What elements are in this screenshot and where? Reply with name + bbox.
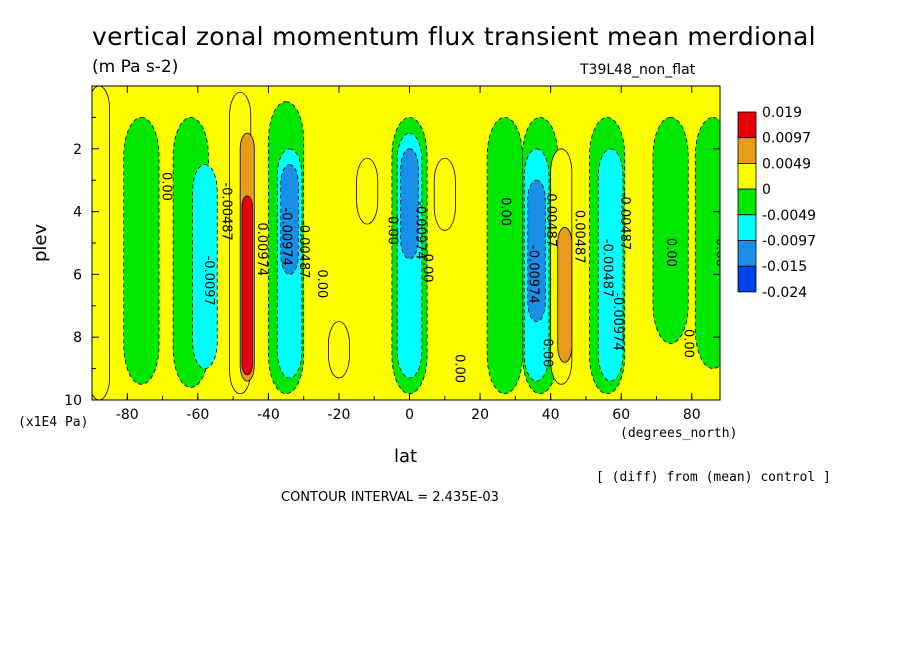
y-tick-label: 10 <box>64 393 82 409</box>
contour-label: -0.00487 <box>543 189 558 247</box>
contour-band <box>597 148 624 382</box>
contour-band <box>694 117 720 369</box>
contour-label: -0.0097 <box>201 256 216 306</box>
contour-band <box>400 148 419 260</box>
y-axis-unit: (x1E4 Pa) <box>18 415 89 430</box>
contour-label: -0.00974 <box>279 207 294 265</box>
contour-label: 0.00 <box>451 354 466 383</box>
legend-label: -0.0097 <box>762 234 816 250</box>
legend-label: 0.0049 <box>762 156 811 172</box>
legend-label: -0.0049 <box>762 208 816 224</box>
x-tick-label: -60 <box>186 407 209 423</box>
contour-interval: CONTOUR INTERVAL = 2.435E-03 <box>281 490 499 505</box>
x-tick-label: 40 <box>542 407 560 423</box>
contour-band <box>241 195 253 376</box>
contour-label: 0.00 <box>314 269 329 298</box>
contour-band <box>557 226 573 363</box>
contour-label: 0.00 <box>159 172 174 201</box>
legend-swatch <box>737 137 757 164</box>
x-tick-label: -80 <box>116 407 139 423</box>
legend-swatch <box>737 214 757 241</box>
legend-label: 0.0097 <box>762 131 811 147</box>
y-tick-label: 8 <box>73 330 82 346</box>
contour-label: -0.00974 <box>610 292 625 350</box>
x-tick-label: 80 <box>683 407 701 423</box>
x-tick-label: -40 <box>257 407 280 423</box>
y-tick-label: 6 <box>73 267 82 283</box>
x-tick-label: 20 <box>471 407 489 423</box>
contour-label: 0.00487 <box>571 210 586 264</box>
contour-label: -0.00487 <box>219 182 234 240</box>
x-axis-unit: (degrees_north) <box>620 426 738 441</box>
contour-label: 0.00 <box>663 238 678 267</box>
contour-band <box>433 157 456 231</box>
legend-swatch <box>737 188 757 216</box>
x-tick-label: 60 <box>612 407 630 423</box>
contour-label: 0.00 <box>420 254 435 283</box>
contour-label: 0.00974 <box>254 222 269 276</box>
legend-label: -0.015 <box>762 259 807 275</box>
legend-label: -0.024 <box>762 285 807 301</box>
legend-label: 0 <box>762 182 771 198</box>
chart-units: (m Pa s-2) <box>92 57 179 77</box>
contour-band <box>527 179 546 322</box>
legend-label: 0.019 <box>762 105 802 121</box>
contour-label: -0.00487 <box>617 192 632 250</box>
contour-band <box>92 86 111 400</box>
legend-swatch <box>737 240 757 267</box>
contour-label: -0.00487 <box>296 220 311 278</box>
contour-label: -0.00487 <box>600 239 615 297</box>
contour-band <box>652 117 689 344</box>
x-axis-label: lat <box>394 446 418 467</box>
chart-title: vertical zonal momentum flux transient m… <box>92 22 816 51</box>
y-tick-label: 4 <box>73 205 82 221</box>
contour-label: 0.00 <box>681 329 696 358</box>
y-tick-label: 2 <box>73 142 82 158</box>
contour-label: -0.00974 <box>525 245 540 303</box>
contour-label: 0.00 <box>712 238 727 267</box>
legend-swatch <box>737 265 757 293</box>
contour-band <box>327 321 350 379</box>
x-tick-label: 0 <box>405 407 414 423</box>
contour-label: -0.00974 <box>413 201 428 259</box>
x-tick-label: -20 <box>328 407 351 423</box>
run-id-label: T39L48_non_flat <box>580 62 696 78</box>
contour-label: 0.00 <box>540 338 555 367</box>
contour-band <box>280 164 299 275</box>
legend-swatch <box>737 162 757 190</box>
contour-label: 0.00 <box>497 197 512 226</box>
contour-label: 0.00 <box>384 216 399 245</box>
contour-band <box>123 117 160 385</box>
legend-swatch <box>737 111 757 139</box>
contour-band <box>486 117 523 395</box>
contour-band <box>356 157 379 225</box>
contour-band <box>192 164 218 370</box>
diff-note: [ (diff) from (mean) control ] <box>596 470 831 485</box>
